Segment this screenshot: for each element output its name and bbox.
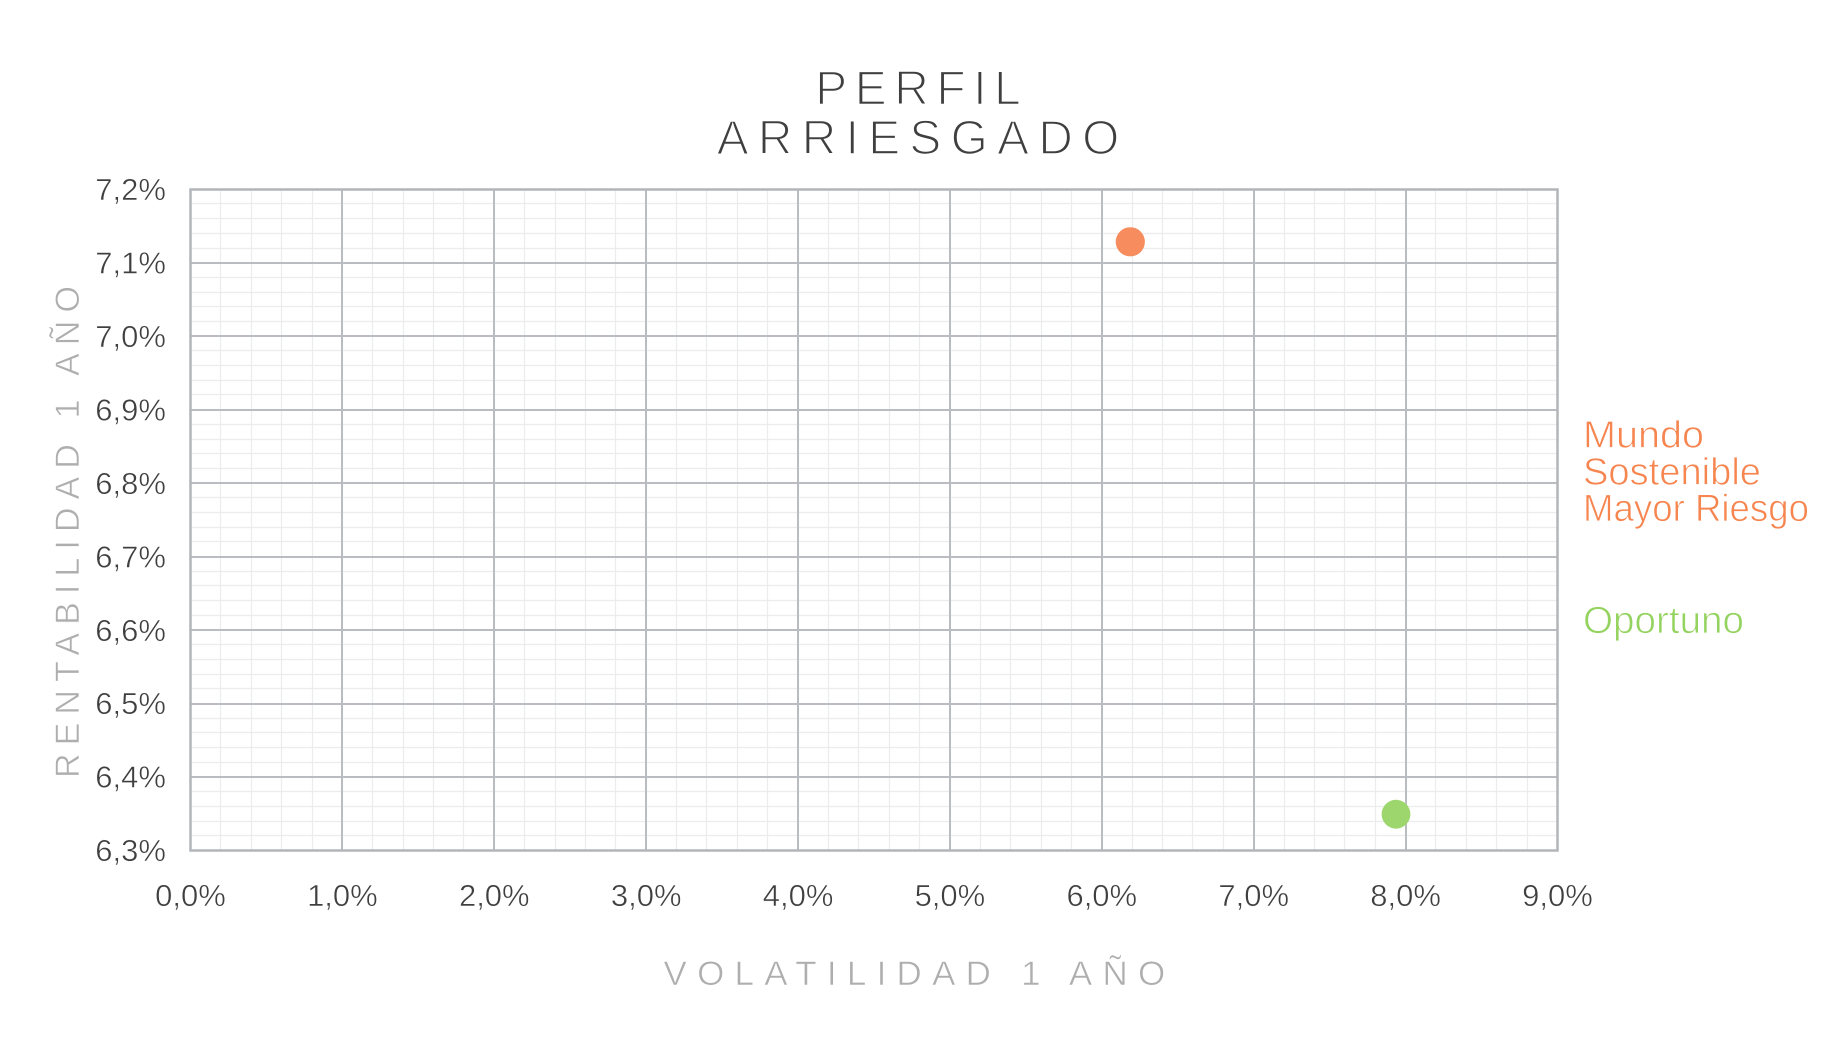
svg-text:0,0%: 0,0% — [155, 878, 226, 913]
svg-text:2,0%: 2,0% — [459, 878, 530, 913]
svg-text:VOLATILIDAD 1 AÑO: VOLATILIDAD 1 AÑO — [664, 955, 1176, 993]
svg-text:9,0%: 9,0% — [1522, 878, 1593, 913]
svg-text:7,0%: 7,0% — [95, 319, 166, 354]
svg-text:Sostenible: Sostenible — [1583, 451, 1761, 493]
svg-text:ARRIESGADO: ARRIESGADO — [717, 112, 1129, 165]
svg-text:1,0%: 1,0% — [307, 878, 378, 913]
svg-text:5,0%: 5,0% — [915, 878, 986, 913]
svg-text:PERFIL: PERFIL — [815, 62, 1028, 115]
svg-text:6,4%: 6,4% — [95, 760, 166, 795]
svg-text:Mundo: Mundo — [1583, 415, 1704, 457]
svg-text:RENTABILIDAD 1 AÑO: RENTABILIDAD 1 AÑO — [49, 278, 87, 778]
svg-text:6,6%: 6,6% — [95, 613, 166, 648]
svg-text:6,9%: 6,9% — [95, 392, 166, 427]
svg-text:4,0%: 4,0% — [763, 878, 834, 913]
svg-text:7,2%: 7,2% — [95, 172, 166, 207]
svg-text:Oportuno: Oportuno — [1583, 600, 1744, 642]
svg-text:6,8%: 6,8% — [95, 466, 166, 501]
svg-text:6,5%: 6,5% — [95, 686, 166, 721]
svg-text:6,7%: 6,7% — [95, 539, 166, 574]
svg-text:8,0%: 8,0% — [1370, 878, 1441, 913]
svg-text:Mayor Riesgo: Mayor Riesgo — [1583, 488, 1809, 530]
svg-text:7,1%: 7,1% — [95, 246, 166, 281]
svg-text:7,0%: 7,0% — [1218, 878, 1289, 913]
svg-text:6,0%: 6,0% — [1066, 878, 1137, 913]
svg-text:6,3%: 6,3% — [95, 833, 166, 868]
svg-text:3,0%: 3,0% — [611, 878, 682, 913]
